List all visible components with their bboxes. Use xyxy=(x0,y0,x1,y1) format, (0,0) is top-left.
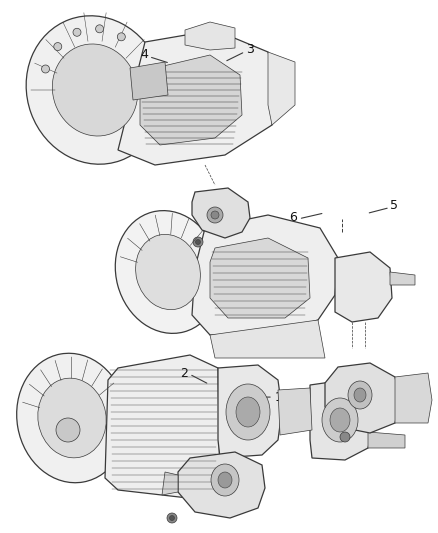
Polygon shape xyxy=(368,432,405,448)
Ellipse shape xyxy=(167,513,177,523)
Polygon shape xyxy=(118,30,278,165)
Polygon shape xyxy=(178,452,265,518)
Ellipse shape xyxy=(236,397,260,427)
Polygon shape xyxy=(192,188,250,238)
Polygon shape xyxy=(210,320,325,358)
Polygon shape xyxy=(192,215,338,335)
Ellipse shape xyxy=(330,408,350,432)
Ellipse shape xyxy=(56,418,80,442)
Ellipse shape xyxy=(211,211,219,219)
Ellipse shape xyxy=(322,398,358,442)
Polygon shape xyxy=(278,388,312,435)
Ellipse shape xyxy=(17,353,127,483)
Ellipse shape xyxy=(117,33,125,41)
Ellipse shape xyxy=(54,43,62,51)
Text: 2: 2 xyxy=(180,367,188,379)
Ellipse shape xyxy=(193,237,203,247)
Polygon shape xyxy=(390,272,415,285)
Ellipse shape xyxy=(52,44,138,136)
Text: 6: 6 xyxy=(290,211,297,224)
Ellipse shape xyxy=(95,25,104,33)
Ellipse shape xyxy=(170,515,174,521)
Text: 5: 5 xyxy=(390,199,398,212)
Ellipse shape xyxy=(115,211,221,333)
Text: 4: 4 xyxy=(141,49,148,61)
Ellipse shape xyxy=(73,28,81,36)
Polygon shape xyxy=(368,395,405,410)
Polygon shape xyxy=(395,373,432,423)
Polygon shape xyxy=(105,355,220,498)
Polygon shape xyxy=(218,365,282,458)
Polygon shape xyxy=(210,238,310,318)
Ellipse shape xyxy=(226,384,270,440)
Polygon shape xyxy=(325,363,400,433)
Ellipse shape xyxy=(136,235,201,310)
Ellipse shape xyxy=(218,472,232,488)
Ellipse shape xyxy=(42,65,49,73)
Ellipse shape xyxy=(26,16,164,164)
Polygon shape xyxy=(335,252,392,322)
Ellipse shape xyxy=(340,432,350,442)
Ellipse shape xyxy=(211,464,239,496)
Polygon shape xyxy=(140,55,242,145)
Ellipse shape xyxy=(207,207,223,223)
Polygon shape xyxy=(185,22,235,50)
Polygon shape xyxy=(310,380,375,460)
Text: 3: 3 xyxy=(246,43,254,56)
Text: 1: 1 xyxy=(274,391,282,403)
Ellipse shape xyxy=(348,381,372,409)
Polygon shape xyxy=(130,62,168,100)
Polygon shape xyxy=(268,52,295,125)
Ellipse shape xyxy=(38,378,106,458)
Polygon shape xyxy=(162,472,178,495)
Ellipse shape xyxy=(354,388,366,402)
Ellipse shape xyxy=(195,239,201,245)
